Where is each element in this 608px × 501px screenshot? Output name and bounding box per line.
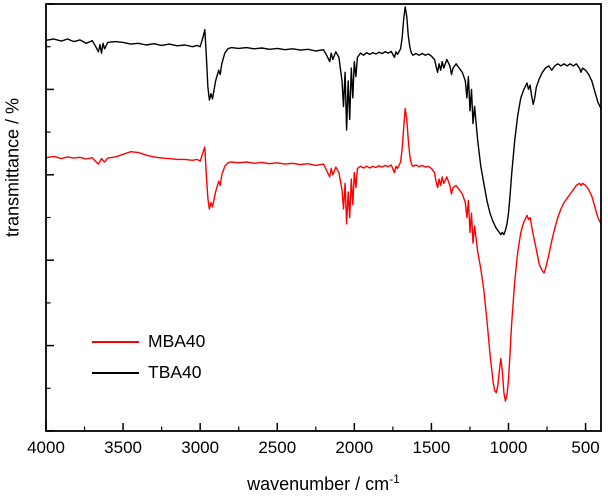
legend-item-tba40: TBA40 bbox=[92, 357, 205, 388]
y-axis-label: transmittance / % bbox=[2, 97, 23, 238]
series-line-mba40 bbox=[45, 107, 602, 402]
x-tick-label: 3000 bbox=[181, 438, 219, 457]
legend-label-mba40: MBA40 bbox=[148, 330, 206, 351]
x-tick-label: 2000 bbox=[335, 438, 373, 457]
legend-line-tba40 bbox=[92, 371, 139, 374]
x-axis-label-base: wavenumber / cm bbox=[247, 474, 390, 494]
x-axis-label-exponent: -1 bbox=[389, 472, 400, 486]
x-tick-label: 4000 bbox=[27, 438, 65, 457]
series-line-tba40 bbox=[45, 6, 602, 236]
x-tick-label: 1500 bbox=[413, 438, 451, 457]
legend-line-mba40 bbox=[92, 340, 139, 343]
x-tick-label: 1000 bbox=[490, 438, 528, 457]
x-tick-label: 3500 bbox=[104, 438, 142, 457]
legend-item-mba40: MBA40 bbox=[92, 326, 205, 357]
x-tick-label: 2500 bbox=[258, 438, 296, 457]
x-tick-label: 500 bbox=[571, 438, 599, 457]
legend-label-tba40: TBA40 bbox=[148, 361, 202, 382]
legend: MBA40 TBA40 bbox=[92, 326, 205, 388]
x-axis-label: wavenumber / cm-1 bbox=[46, 472, 601, 495]
